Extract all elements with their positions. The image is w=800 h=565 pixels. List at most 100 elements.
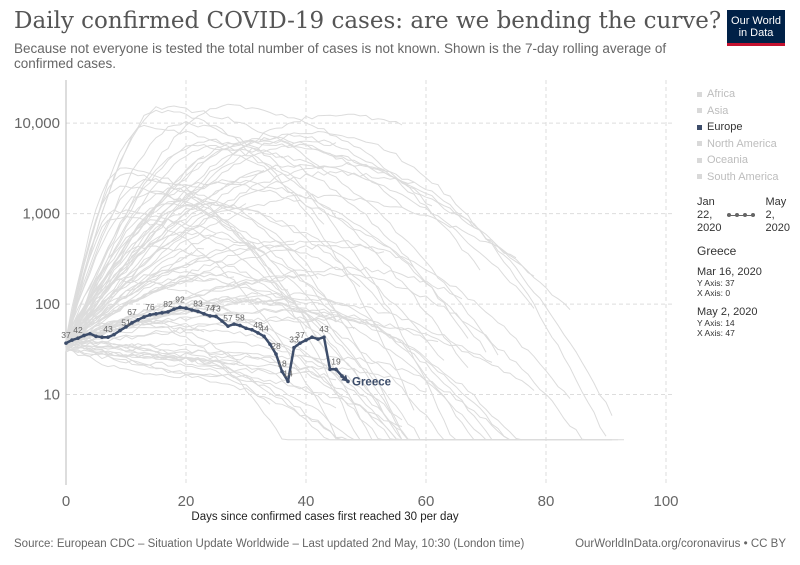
background-country-line[interactable] — [65, 244, 361, 342]
greece-point — [88, 331, 92, 336]
greece-point — [94, 334, 98, 339]
background-country-line[interactable] — [65, 203, 337, 351]
greece-data-label: 74 — [205, 303, 215, 313]
background-country-line[interactable] — [65, 337, 241, 366]
legend-swatch — [697, 108, 702, 114]
greece-point — [250, 327, 254, 332]
x-axis-label: Days since confirmed cases first reached… — [191, 511, 459, 523]
info-end-date: May 2, 2020 — [697, 306, 758, 318]
background-country-line[interactable] — [65, 231, 265, 339]
background-country-line[interactable] — [65, 120, 618, 441]
info-end-x: X Axis: 47 — [697, 328, 735, 338]
greece-point — [232, 322, 236, 326]
background-country-line[interactable] — [65, 240, 571, 399]
greece-data-label: 43 — [319, 324, 329, 334]
owid-logo[interactable]: Our World in Data — [727, 10, 785, 46]
legend-swatch — [697, 157, 702, 163]
greece-point — [220, 319, 224, 323]
greece-point — [340, 374, 344, 378]
background-country-line[interactable] — [65, 185, 432, 441]
greece-point — [64, 341, 68, 345]
background-country-line[interactable] — [65, 113, 403, 345]
legend-label: North America — [707, 137, 777, 150]
background-country-line[interactable] — [65, 172, 325, 349]
legend-label: Europe — [707, 121, 743, 134]
background-country-line[interactable] — [65, 328, 403, 421]
greece-data-label: 14 — [283, 368, 293, 378]
legend-item-south-america[interactable]: South America — [697, 169, 797, 186]
greece-point — [166, 310, 170, 314]
background-country-line[interactable] — [65, 202, 391, 340]
background-country-line[interactable] — [65, 349, 271, 405]
background-country-line[interactable] — [65, 138, 469, 339]
background-country-line[interactable] — [65, 140, 535, 341]
timeline-arrow-line — [727, 215, 755, 216]
background-country-line[interactable] — [65, 345, 229, 369]
y-tick-label: 1,000 — [22, 206, 60, 223]
background-country-line[interactable] — [65, 307, 528, 441]
background-country-line[interactable] — [65, 336, 337, 381]
y-tick-label: 10,000 — [14, 115, 60, 132]
greece-point — [142, 315, 146, 319]
legend-swatch — [697, 174, 702, 180]
greece-data-label: 18 — [277, 358, 287, 368]
credit-link[interactable]: OurWorldInData.org/coronavirus • CC BY — [575, 538, 786, 550]
background-country-line[interactable] — [65, 133, 481, 352]
background-country-line[interactable] — [65, 161, 613, 416]
greece-point — [238, 323, 242, 328]
background-country-line[interactable] — [65, 181, 415, 346]
background-country-line[interactable] — [65, 245, 427, 441]
legend-item-north-america[interactable]: North America — [697, 136, 797, 153]
chart-subtitle: Because not everyone is tested the total… — [14, 41, 667, 71]
background-country-line[interactable] — [65, 315, 535, 391]
background-country-line[interactable] — [65, 130, 607, 437]
greece-point — [82, 333, 86, 338]
background-country-line[interactable] — [65, 163, 535, 338]
background-country-line[interactable] — [65, 300, 564, 441]
background-country-line[interactable] — [65, 218, 355, 345]
greece-point — [280, 369, 284, 374]
background-country-line[interactable] — [65, 143, 325, 349]
background-country-line[interactable] — [65, 347, 456, 441]
info-country: Greece — [697, 244, 737, 258]
greece-data-label: 37 — [61, 330, 71, 340]
greece-data-label: 44 — [259, 323, 269, 333]
background-country-line[interactable] — [65, 169, 265, 342]
greece-point — [190, 308, 194, 312]
greece-point — [76, 336, 80, 340]
greece-end-arrow — [341, 374, 348, 382]
greece-data-label: 76 — [145, 302, 155, 312]
greece-data-label: 33 — [289, 335, 299, 345]
background-country-line[interactable] — [65, 103, 433, 338]
background-country-line[interactable] — [65, 105, 499, 356]
background-country-line[interactable] — [65, 269, 205, 341]
legend-label: Oceania — [707, 154, 748, 167]
greece-series-label: Greece — [352, 376, 391, 388]
greece-point — [124, 325, 128, 329]
x-tick-label: 20 — [178, 493, 195, 510]
legend-item-asia[interactable]: Asia — [697, 103, 797, 120]
timeline-range[interactable]: Jan 22, 2020 May 2, 2020 — [697, 196, 792, 238]
legend-swatch — [697, 91, 702, 97]
background-country-line[interactable] — [65, 308, 523, 441]
background-country-line[interactable] — [65, 266, 463, 344]
background-country-line[interactable] — [65, 193, 517, 336]
background-country-line[interactable] — [65, 337, 570, 441]
legend-item-africa[interactable]: Africa — [697, 86, 797, 103]
greece-data-label: 51 — [121, 318, 131, 328]
background-country-line[interactable] — [65, 136, 403, 337]
background-country-line[interactable] — [65, 167, 372, 441]
timeline-end-day: 2, — [765, 209, 775, 221]
legend-item-europe[interactable]: Europe — [697, 119, 797, 136]
background-country-line[interactable] — [65, 145, 325, 348]
background-country-line[interactable] — [65, 247, 205, 341]
background-country-line[interactable] — [65, 273, 612, 441]
legend-item-oceania[interactable]: Oceania — [697, 152, 797, 169]
background-country-line[interactable] — [65, 335, 427, 393]
legend-swatch — [697, 141, 702, 147]
background-country-line[interactable] — [65, 179, 487, 353]
greece-point — [106, 335, 110, 340]
greece-point — [304, 338, 308, 342]
